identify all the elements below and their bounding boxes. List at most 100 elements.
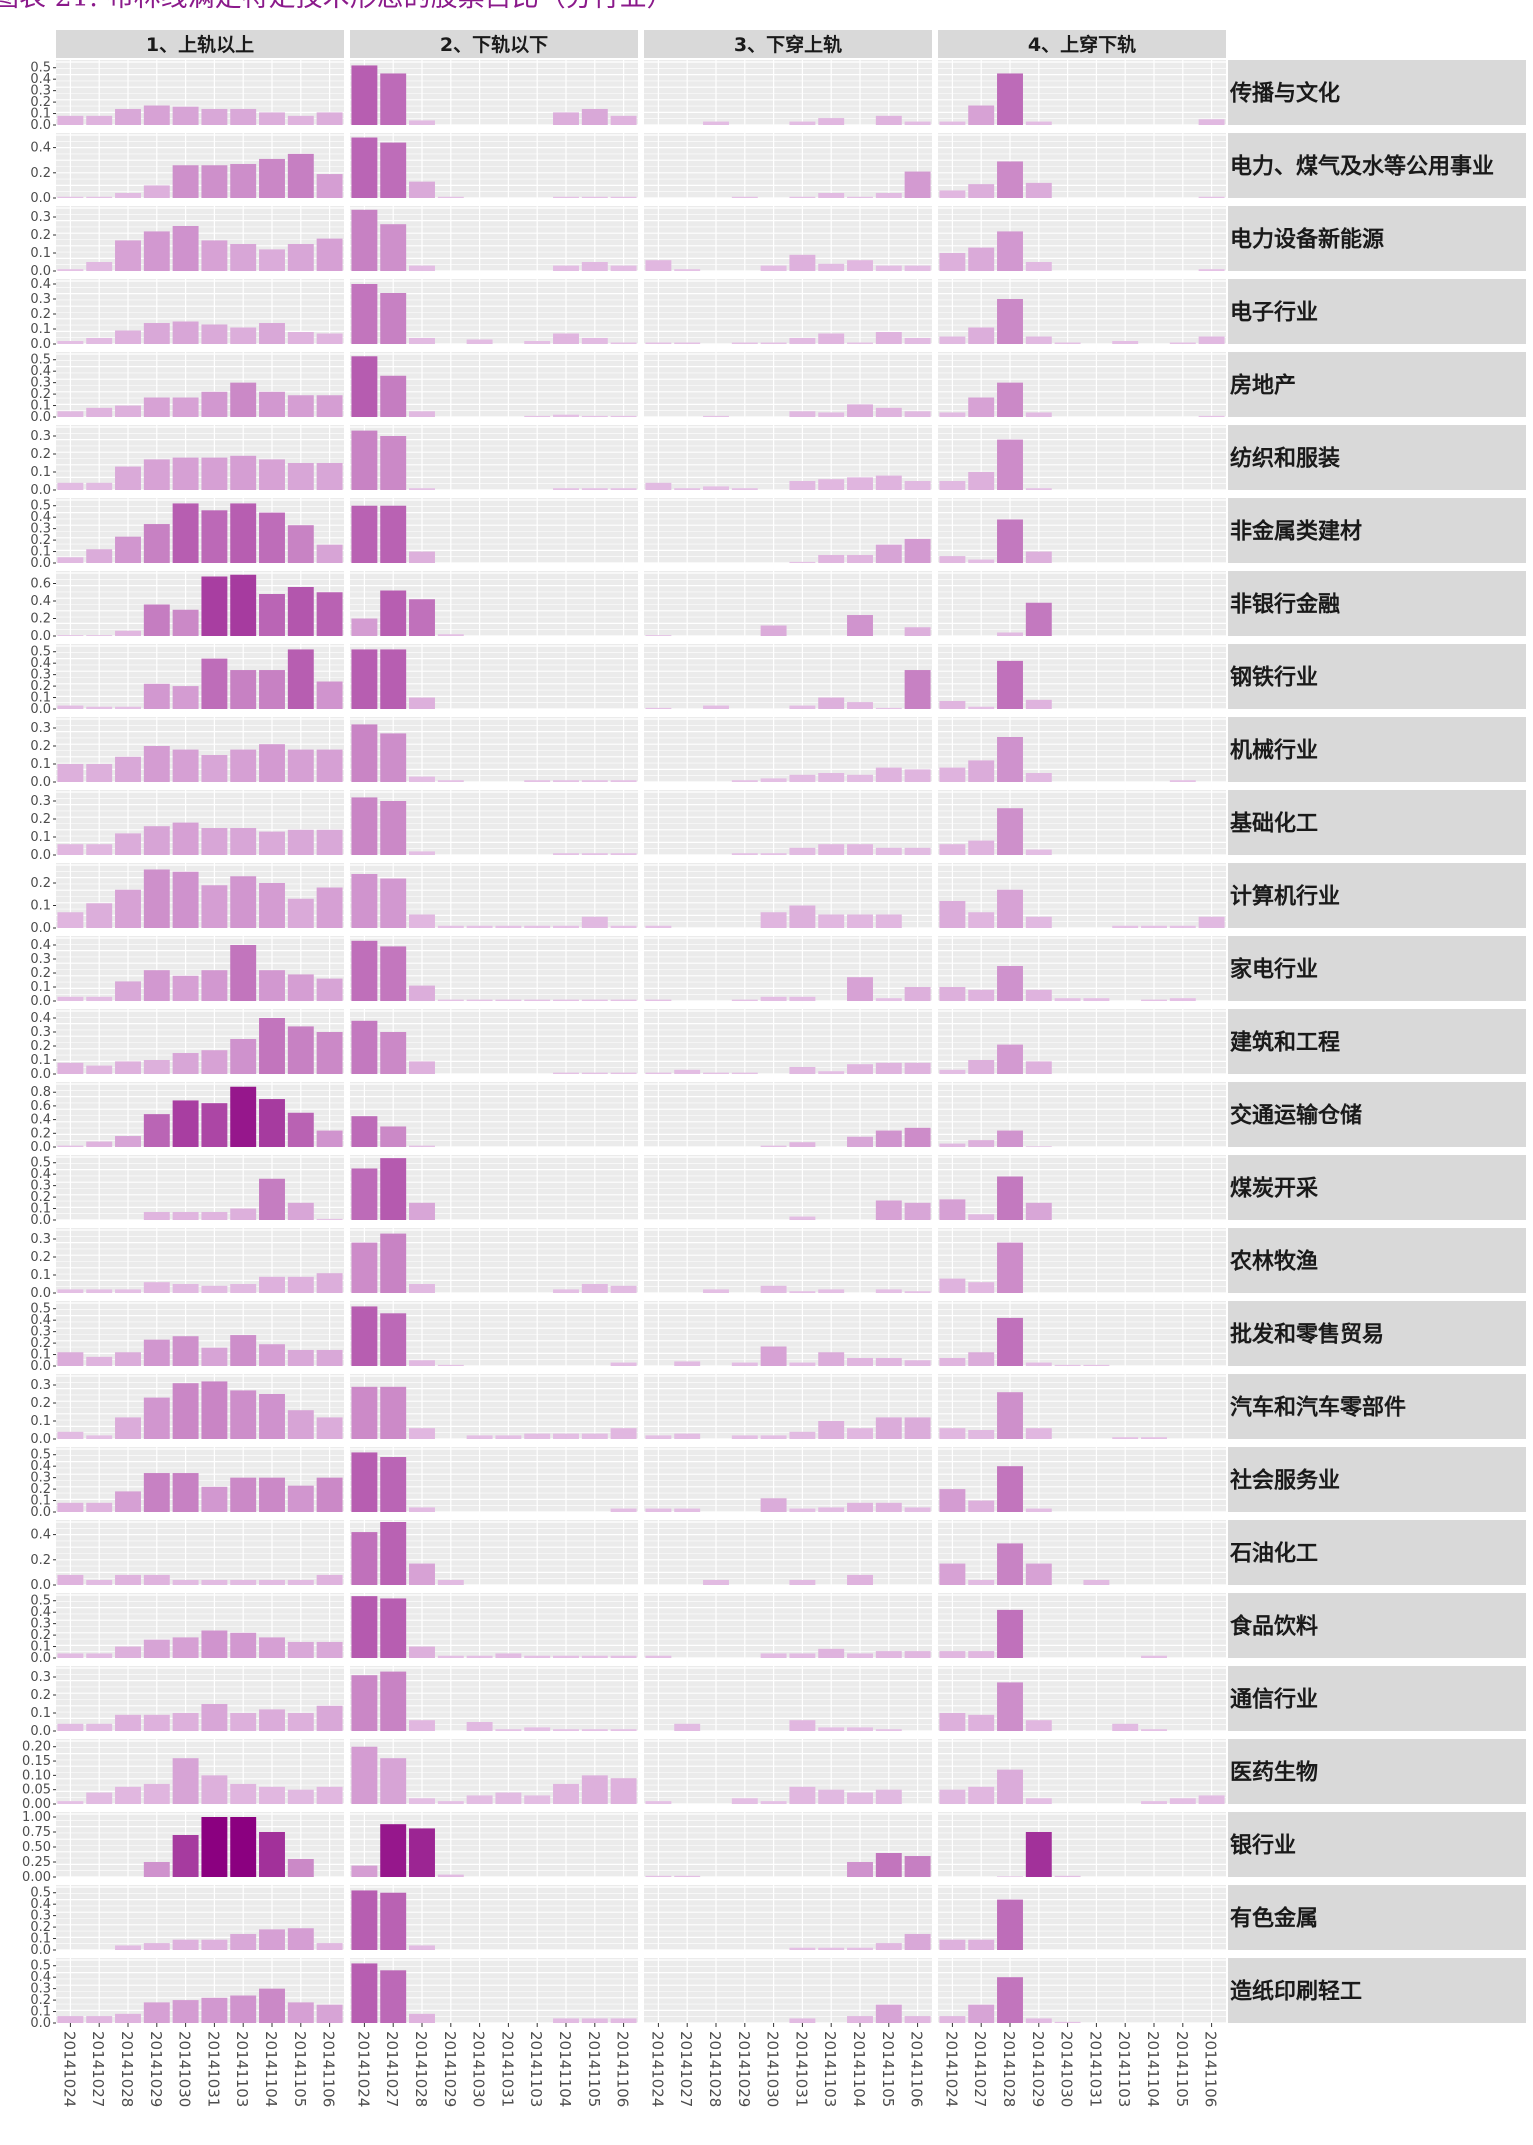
bar (172, 1835, 199, 1877)
bar (259, 391, 285, 417)
bar (1198, 269, 1225, 271)
y-tick-label: 0.2 (30, 1920, 51, 1935)
panel-background (56, 1520, 344, 1585)
y-tick-label: 0.1 (30, 1202, 51, 1217)
bar (997, 1130, 1023, 1147)
panel-4-4 (938, 279, 1226, 345)
bar (409, 1828, 435, 1877)
row-strip-bg (1228, 1374, 1526, 1439)
bar (1054, 2021, 1081, 2023)
y-tick-label: 0.0 (30, 702, 51, 717)
bar (57, 1431, 84, 1439)
y-tick-label: 0.1 (30, 1706, 51, 1721)
bar (316, 749, 343, 782)
bar (1025, 1061, 1052, 1074)
panel-24-1 (56, 1739, 344, 1805)
bar (380, 946, 407, 1001)
bar (172, 1053, 199, 1074)
bar (437, 1874, 464, 1877)
bar (409, 914, 435, 928)
bar (847, 774, 873, 782)
bar (437, 634, 464, 636)
bar (760, 853, 787, 855)
bar (409, 181, 435, 198)
bar (997, 519, 1023, 563)
x-tick-label: 20141031 (1086, 2031, 1104, 2107)
bar (997, 632, 1023, 636)
bar (645, 482, 672, 490)
bar (524, 1727, 551, 1731)
bar (847, 1064, 873, 1074)
panel-22-1 (56, 1593, 344, 1659)
panel-18-4 (938, 1301, 1226, 1367)
bar (875, 544, 902, 563)
y-tick-label: 0.0 (30, 191, 51, 206)
bar (351, 1242, 378, 1293)
bar (201, 108, 228, 125)
row-strip-label: 煤炭开采 (1230, 1176, 1318, 1202)
y-tick-label: 0.4 (30, 1113, 51, 1128)
bar (230, 1477, 257, 1512)
bar (875, 1789, 902, 1804)
bar (201, 1775, 228, 1804)
bar (760, 265, 787, 271)
bar (703, 1289, 729, 1293)
bar (581, 2018, 608, 2023)
panel-background (644, 352, 932, 417)
bar (380, 142, 407, 198)
bar (968, 1214, 995, 1220)
bar (581, 108, 608, 125)
y-tick-label: 0.4 (30, 1605, 51, 1620)
bar (351, 1865, 378, 1877)
bar (674, 1875, 701, 1877)
bar (1083, 1579, 1110, 1585)
panel-6-2 (350, 425, 638, 491)
bar (230, 108, 257, 125)
bar (230, 1995, 257, 2023)
y-tick-label: 0.2 (30, 1250, 51, 1265)
bar (316, 1032, 343, 1074)
facet-row-26: 0.00.10.20.30.40.5 有色金属 (30, 1885, 1526, 1958)
panel-23-3 (644, 1666, 932, 1732)
bar (760, 625, 787, 636)
bar (939, 1143, 966, 1147)
bar (57, 1352, 84, 1366)
bar (997, 660, 1023, 709)
panel-27-2 (350, 1958, 638, 2024)
y-tick-label: 0.00 (22, 1797, 51, 1812)
panel-10-4 (938, 717, 1226, 783)
bar (875, 998, 902, 1001)
panel-2-4 (938, 133, 1226, 199)
y-tick-label: 0.5 (30, 1156, 51, 1171)
bar (1025, 1202, 1052, 1220)
bar (259, 158, 285, 198)
bar (437, 1364, 464, 1366)
bar (143, 231, 170, 271)
bar (86, 764, 113, 782)
row-strip-bg (1228, 717, 1526, 782)
y-tick-label: 0.4 (30, 141, 51, 156)
bar (997, 1543, 1023, 1585)
bar (495, 925, 522, 928)
bar (1054, 342, 1081, 344)
x-tick-label: 20141024 (60, 2031, 78, 2107)
panel-4-2 (350, 279, 638, 345)
bar (645, 707, 672, 709)
bar (610, 1729, 637, 1731)
bar (380, 505, 407, 563)
facet-row-23: 0.0 0.1 0.2 0.3 通信行业 (30, 1666, 1526, 1739)
bar (287, 463, 314, 490)
bar (1025, 2018, 1052, 2023)
row-strip-bg (1228, 425, 1526, 490)
row-strip-bg (1228, 1739, 1526, 1804)
bar (674, 1508, 701, 1512)
y-tick-label: 0.2 (30, 228, 51, 243)
bar (57, 1723, 84, 1731)
bar (847, 702, 873, 709)
bar (409, 120, 435, 125)
bar (143, 323, 170, 344)
bar (610, 1285, 637, 1293)
bar (760, 1801, 787, 1804)
bar (968, 1140, 995, 1147)
bar (409, 697, 435, 709)
